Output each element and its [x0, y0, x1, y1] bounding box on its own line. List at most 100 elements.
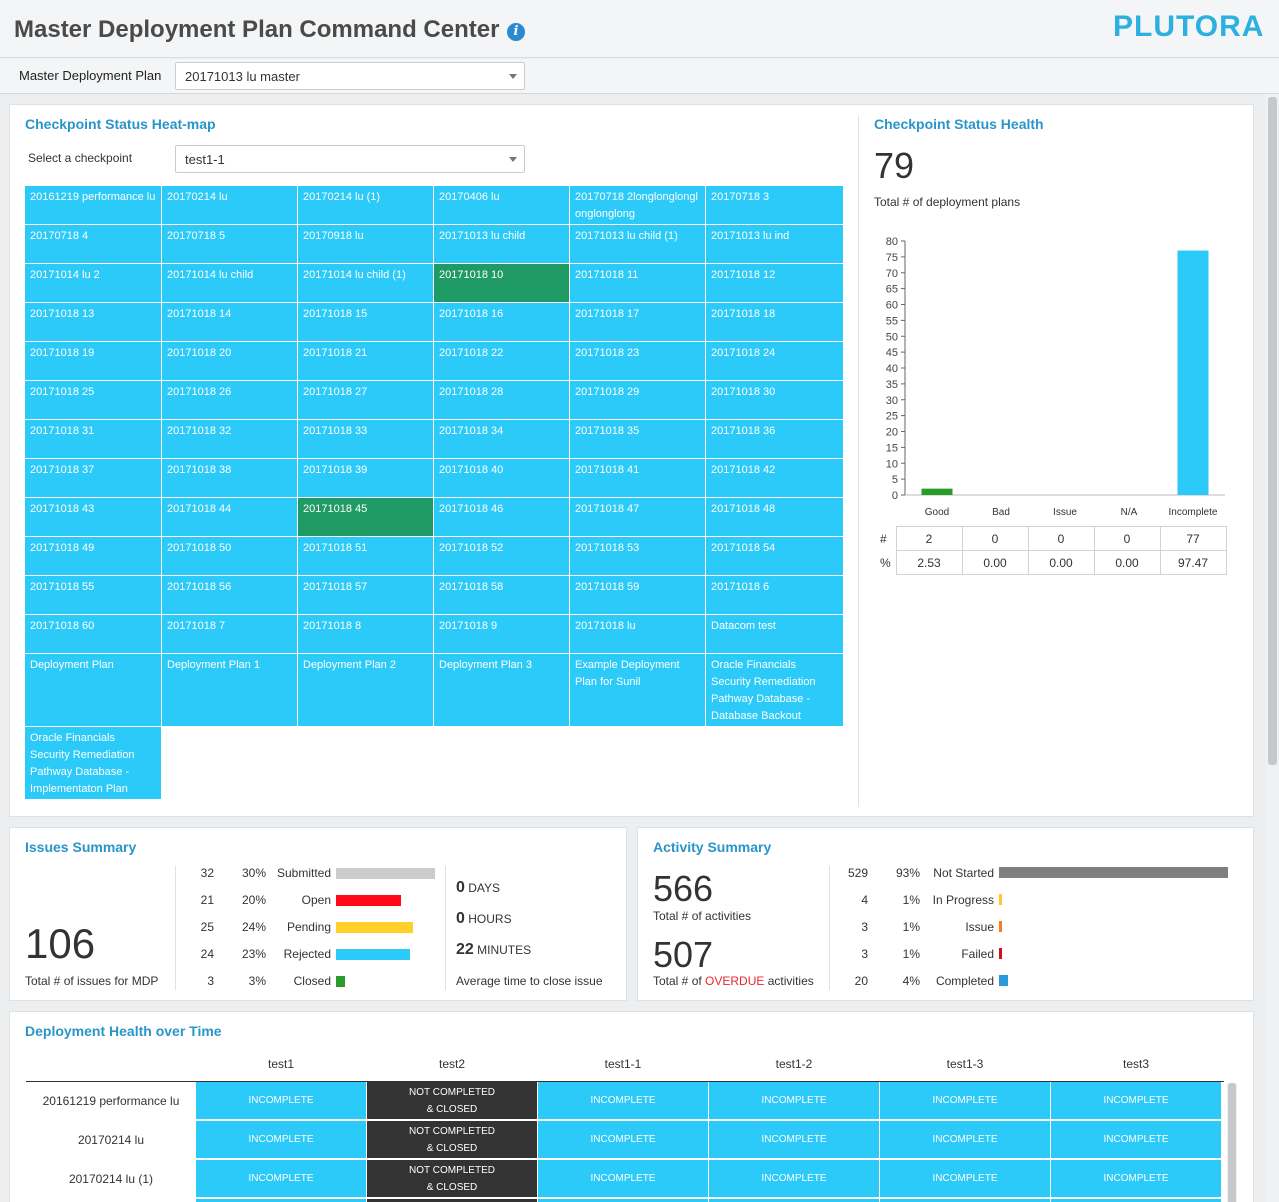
heatmap-cell[interactable]: 20171018 12: [706, 264, 843, 302]
column-header-test3[interactable]: test3: [1122, 1057, 1149, 1071]
heatmap-cell[interactable]: 20170718 3: [706, 186, 843, 224]
mdp-select[interactable]: 20171013 lu master: [175, 62, 525, 90]
heatmap-cell[interactable]: 20171018 53: [570, 537, 705, 575]
heatmap-cell[interactable]: 20171018 44: [162, 498, 297, 536]
heatmap-cell[interactable]: 20171018 42: [706, 459, 843, 497]
status-cell[interactable]: INCOMPLETE: [538, 1121, 708, 1158]
heatmap-cell[interactable]: 20171018 55: [25, 576, 161, 614]
column-header-test1-3[interactable]: test1-3: [946, 1057, 984, 1071]
heatmap-cell[interactable]: 20171018 40: [434, 459, 569, 497]
row-label[interactable]: 20161219 performance lu: [42, 1094, 180, 1108]
status-cell[interactable]: INCOMPLETE: [196, 1160, 366, 1197]
status-cell[interactable]: NOT COMPLETED & CLOSED: [367, 1160, 537, 1197]
heatmap-cell[interactable]: 20171018 36: [706, 420, 843, 458]
heatmap-cell[interactable]: 20170718 4: [25, 225, 161, 263]
status-cell[interactable]: INCOMPLETE: [1051, 1121, 1221, 1158]
heatmap-cell[interactable]: 20171018 14: [162, 303, 297, 341]
heatmap-cell[interactable]: 20171018 56: [162, 576, 297, 614]
heatmap-cell[interactable]: Deployment Plan: [25, 654, 161, 726]
heatmap-cell[interactable]: 20170918 lu: [298, 225, 433, 263]
heatmap-cell[interactable]: 20171018 52: [434, 537, 569, 575]
heatmap-cell[interactable]: 20171018 46: [434, 498, 569, 536]
heatmap-cell[interactable]: 20171018 57: [298, 576, 433, 614]
heatmap-cell[interactable]: 20171013 lu child (1): [570, 225, 705, 263]
heatmap-cell[interactable]: 20171018 33: [298, 420, 433, 458]
column-header-test1[interactable]: test1: [267, 1057, 294, 1071]
heatmap-cell[interactable]: 20171018 23: [570, 342, 705, 380]
heatmap-cell[interactable]: 20171018 54: [706, 537, 843, 575]
heatmap-cell[interactable]: 20171018 7: [162, 615, 297, 653]
heatmap-cell[interactable]: 20170718 5: [162, 225, 297, 263]
status-cell[interactable]: INCOMPLETE: [709, 1082, 879, 1119]
status-cell[interactable]: INCOMPLETE: [1051, 1160, 1221, 1197]
heatmap-cell[interactable]: 20171018 45: [298, 498, 433, 536]
heatmap-cell[interactable]: 20171018 32: [162, 420, 297, 458]
heatmap-cell[interactable]: Example Deployment Plan for Sunil: [570, 654, 705, 726]
status-cell[interactable]: INCOMPLETE: [709, 1160, 879, 1197]
bar-incomplete[interactable]: [1177, 250, 1209, 495]
info-icon[interactable]: i: [507, 23, 525, 41]
heatmap-cell[interactable]: 20170214 lu (1): [298, 186, 433, 224]
heatmap-cell[interactable]: 20171013 lu ind: [706, 225, 843, 263]
heatmap-cell[interactable]: 20171018 26: [162, 381, 297, 419]
column-header-test1-2[interactable]: test1-2: [775, 1057, 813, 1071]
heatmap-cell[interactable]: 20171018 43: [25, 498, 161, 536]
grid-scrollbar[interactable]: [1227, 1083, 1237, 1202]
heatmap-cell[interactable]: Deployment Plan 2: [298, 654, 433, 726]
heatmap-cell[interactable]: 20171018 50: [162, 537, 297, 575]
heatmap-cell[interactable]: 20171018 10: [434, 264, 569, 302]
heatmap-cell[interactable]: 20171018 lu: [570, 615, 705, 653]
heatmap-cell[interactable]: 20171014 lu child (1): [298, 264, 433, 302]
status-cell[interactable]: [1051, 1199, 1221, 1202]
status-cell[interactable]: [709, 1199, 879, 1202]
heatmap-cell[interactable]: 20171018 24: [706, 342, 843, 380]
heatmap-cell[interactable]: 20171018 58: [434, 576, 569, 614]
heatmap-cell[interactable]: 20171018 15: [298, 303, 433, 341]
heatmap-cell[interactable]: 20171018 59: [570, 576, 705, 614]
heatmap-cell[interactable]: 20171018 48: [706, 498, 843, 536]
status-cell[interactable]: NOT COMPLETED & CLOSED: [367, 1082, 537, 1119]
checkpoint-select[interactable]: test1-1: [175, 145, 525, 173]
heatmap-cell[interactable]: 20170718 2longlonglonglonglonglong: [570, 186, 705, 224]
status-cell[interactable]: [538, 1199, 708, 1202]
heatmap-cell[interactable]: 20171018 35: [570, 420, 705, 458]
status-cell[interactable]: INCOMPLETE: [1051, 1082, 1221, 1119]
heatmap-cell[interactable]: 20171018 6: [706, 576, 843, 614]
heatmap-cell[interactable]: 20171018 11: [570, 264, 705, 302]
status-cell[interactable]: [367, 1199, 537, 1202]
status-cell[interactable]: INCOMPLETE: [196, 1121, 366, 1158]
heatmap-cell[interactable]: Deployment Plan 3: [434, 654, 569, 726]
column-header-test2[interactable]: test2: [438, 1057, 465, 1071]
heatmap-cell[interactable]: 20171018 37: [25, 459, 161, 497]
status-cell[interactable]: INCOMPLETE: [880, 1121, 1050, 1158]
heatmap-cell[interactable]: 20171018 28: [434, 381, 569, 419]
heatmap-cell[interactable]: 20171018 60: [25, 615, 161, 653]
heatmap-cell[interactable]: 20171018 16: [434, 303, 569, 341]
heatmap-cell[interactable]: 20171018 17: [570, 303, 705, 341]
heatmap-cell[interactable]: 20171018 31: [25, 420, 161, 458]
heatmap-cell[interactable]: 20171018 9: [434, 615, 569, 653]
heatmap-cell[interactable]: Oracle Financials Security Remediation P…: [706, 654, 843, 726]
heatmap-cell[interactable]: 20171018 47: [570, 498, 705, 536]
status-cell[interactable]: INCOMPLETE: [538, 1082, 708, 1119]
heatmap-cell[interactable]: Datacom test: [706, 615, 843, 653]
heatmap-cell[interactable]: 20171018 41: [570, 459, 705, 497]
heatmap-cell[interactable]: Deployment Plan 1: [162, 654, 297, 726]
status-cell[interactable]: INCOMPLETE: [880, 1082, 1050, 1119]
status-cell[interactable]: [880, 1199, 1050, 1202]
heatmap-cell[interactable]: 20171018 49: [25, 537, 161, 575]
heatmap-cell[interactable]: 20170406 lu: [434, 186, 569, 224]
heatmap-cell[interactable]: 20171018 29: [570, 381, 705, 419]
heatmap-cell[interactable]: 20170214 lu: [162, 186, 297, 224]
status-cell[interactable]: INCOMPLETE: [196, 1082, 366, 1119]
heatmap-cell[interactable]: 20171018 30: [706, 381, 843, 419]
heatmap-cell[interactable]: 20171014 lu 2: [25, 264, 161, 302]
heatmap-cell[interactable]: 20171018 39: [298, 459, 433, 497]
column-header-test1-1[interactable]: test1-1: [604, 1057, 642, 1071]
page-scroll-thumb[interactable]: [1268, 97, 1277, 765]
row-label[interactable]: 20170214 lu: [77, 1133, 145, 1147]
status-cell[interactable]: INCOMPLETE: [709, 1121, 879, 1158]
heatmap-cell[interactable]: 20171018 38: [162, 459, 297, 497]
heatmap-cell[interactable]: 20171018 18: [706, 303, 843, 341]
status-cell[interactable]: INCOMPLETE: [538, 1160, 708, 1197]
